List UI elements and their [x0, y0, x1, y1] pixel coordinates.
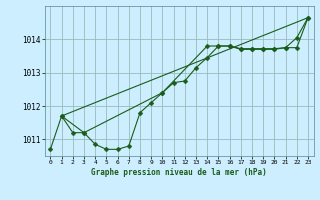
- X-axis label: Graphe pression niveau de la mer (hPa): Graphe pression niveau de la mer (hPa): [91, 168, 267, 177]
